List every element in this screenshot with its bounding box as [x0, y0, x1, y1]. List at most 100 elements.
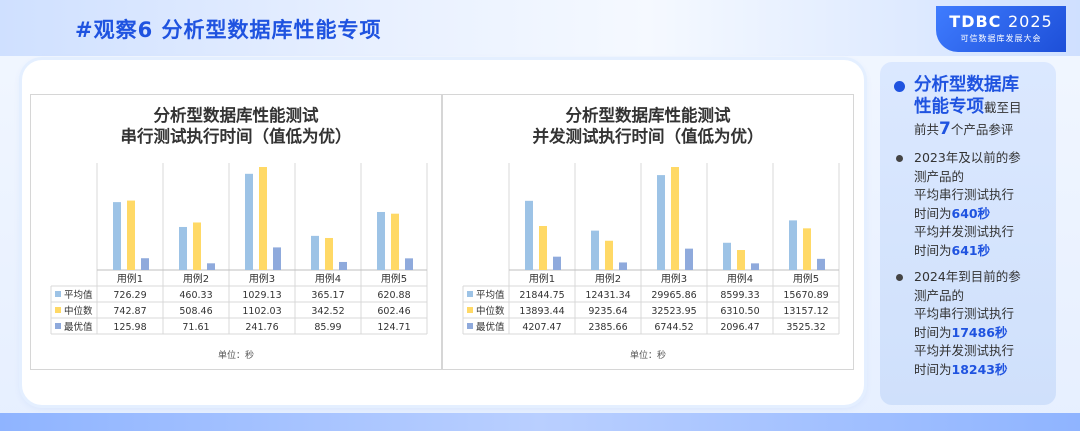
data-value: 460.33	[179, 290, 212, 301]
legend-swatch-平均值	[55, 291, 61, 297]
summary-item-2024: 2024年到目前的参 测产品的 平均串行测试执行 时间为17486秒 平均并发测…	[892, 268, 1046, 379]
legend-swatch-中位数	[467, 307, 473, 313]
bar-平均值-用例4	[723, 242, 731, 270]
item-2023-line3: 平均串行测试执行	[914, 187, 1015, 202]
data-value: 124.71	[377, 322, 410, 333]
serial-chart-plot: 用例1 用例2 用例3 用例4 用例5 平均值 726.29 460.33 1029.13 365…	[50, 163, 428, 335]
legend-swatch-平均值	[467, 291, 473, 297]
category-label: 用例1	[529, 272, 555, 285]
data-value: 620.88	[377, 290, 410, 301]
data-value: 13157.12	[783, 306, 828, 317]
item-2024-line5: 平均并发测试执行	[914, 343, 1015, 358]
product-count-suffix: 个产品参评	[950, 122, 1014, 137]
bar-中位数-用例2	[605, 240, 613, 270]
legend-swatch-最优值	[55, 323, 61, 329]
data-value: 1029.13	[242, 290, 281, 301]
data-value: 4207.47	[522, 322, 561, 333]
category-label: 用例5	[793, 272, 819, 285]
concurrent-chart-plot: 用例1 用例2 用例3 用例4 用例5 平均值 21844.75 12431.34 29965.…	[462, 163, 840, 335]
product-count: 7	[939, 119, 951, 139]
category-label: 用例4	[315, 272, 341, 285]
bullet-dot-icon	[896, 274, 903, 281]
bar-平均值-用例1	[113, 202, 121, 270]
item-2024-line6: 时间为18243秒	[914, 361, 1046, 380]
bar-中位数-用例1	[539, 226, 547, 270]
category-label: 用例2	[183, 272, 209, 285]
bar-最优值-用例4	[339, 261, 347, 270]
bar-平均值-用例5	[789, 220, 797, 270]
charts-panel: 分析型数据库性能测试 串行测试执行时间（值低为优） 用例1 用例2 用例3 用例4 用例…	[22, 60, 864, 405]
item-2023-line5: 平均并发测试执行	[914, 224, 1015, 239]
legend-label: 中位数	[64, 305, 93, 317]
bar-最优值-用例5	[817, 258, 825, 270]
brand-year: 2025	[1008, 12, 1053, 31]
bar-平均值-用例5	[377, 211, 385, 270]
bullet-dot-icon	[896, 155, 903, 162]
data-value: 365.17	[311, 290, 344, 301]
data-value: 3525.32	[786, 322, 825, 333]
item-2024-line4: 时间为17486秒	[914, 324, 1046, 343]
serial-chart-title-line1: 分析型数据库性能测试	[153, 106, 319, 125]
bar-中位数-用例5	[391, 213, 399, 270]
item-2024-line3: 平均串行测试执行	[914, 306, 1015, 321]
category-label: 用例3	[661, 272, 687, 285]
bar-中位数-用例3	[259, 167, 267, 270]
brand-name-line: TDBC 2025	[936, 12, 1066, 31]
category-label: 用例2	[595, 272, 621, 285]
bar-中位数-用例1	[127, 200, 135, 270]
data-value: 241.76	[245, 322, 278, 333]
data-value: 32523.95	[651, 306, 696, 317]
data-value: 71.61	[182, 322, 209, 333]
concurrent-chart: 分析型数据库性能测试 并发测试执行时间（值低为优） 用例1 用例2 用例3 用例4 用例…	[442, 94, 854, 370]
item-2024-line1: 2024年到目前的参	[914, 269, 1021, 284]
category-label: 用例3	[249, 272, 275, 285]
bar-平均值-用例2	[179, 226, 187, 270]
bullet-dot-icon	[894, 81, 905, 92]
bar-中位数-用例3	[671, 167, 679, 270]
data-value: 342.52	[311, 306, 344, 317]
item-2023-line2: 测产品的	[914, 168, 965, 184]
category-label: 用例5	[381, 272, 407, 285]
header-bar	[0, 0, 1080, 56]
category-label: 用例4	[727, 272, 753, 285]
concurrent-chart-title-line1: 分析型数据库性能测试	[565, 106, 731, 125]
data-value: 9235.64	[588, 306, 627, 317]
data-value: 1102.03	[242, 306, 281, 317]
data-value: 15670.89	[783, 290, 828, 301]
bar-中位数-用例4	[325, 237, 333, 270]
item-2024-serial-value: 17486秒	[951, 324, 1008, 340]
legend-label: 平均值	[64, 289, 93, 301]
legend-label: 中位数	[476, 305, 505, 317]
item-2023-line4: 时间为640秒	[914, 205, 1046, 224]
bar-最优值-用例1	[141, 258, 149, 270]
serial-chart: 分析型数据库性能测试 串行测试执行时间（值低为优） 用例1 用例2 用例3 用例4 用例…	[30, 94, 442, 370]
data-value: 508.46	[179, 306, 212, 317]
legend-swatch-中位数	[55, 307, 61, 313]
item-2024-line2: 测产品的	[914, 287, 965, 303]
bar-最优值-用例2	[207, 263, 215, 270]
bar-平均值-用例4	[311, 235, 319, 270]
footer-bar	[0, 413, 1080, 431]
summary-headline: 分析型数据库 性能专项截至目 前共7个产品参评	[892, 74, 1046, 141]
headline-line2: 性能专项	[914, 97, 984, 117]
headline-line1: 分析型数据库	[914, 75, 1019, 95]
summary-sidebar: 分析型数据库 性能专项截至目 前共7个产品参评 2023年及以前的参 测产品的 …	[880, 62, 1056, 405]
brand-subtitle: 可信数据库发展大会	[960, 34, 1042, 43]
item-2024-concurrent-value: 18243秒	[951, 361, 1008, 377]
brand-name: TDBC	[949, 12, 1002, 31]
summary-item-2023: 2023年及以前的参 测产品的 平均串行测试执行 时间为640秒 平均并发测试执…	[892, 149, 1046, 260]
legend-label: 平均值	[476, 289, 505, 301]
bar-最优值-用例2	[619, 262, 627, 270]
bar-最优值-用例3	[685, 248, 693, 270]
data-value: 602.46	[377, 306, 410, 317]
bar-平均值-用例3	[245, 173, 253, 270]
data-value: 6744.52	[654, 322, 693, 333]
category-label: 用例1	[117, 272, 143, 285]
item-2023-line1: 2023年及以前的参	[914, 150, 1021, 165]
product-count-prefix: 前共	[914, 122, 940, 137]
bar-平均值-用例3	[657, 175, 665, 270]
legend-label: 最优值	[64, 321, 93, 333]
bar-中位数-用例4	[737, 250, 745, 270]
concurrent-chart-title-line2: 并发测试执行时间（值低为优）	[532, 127, 764, 146]
item-2023-concurrent-value: 641秒	[951, 242, 991, 258]
